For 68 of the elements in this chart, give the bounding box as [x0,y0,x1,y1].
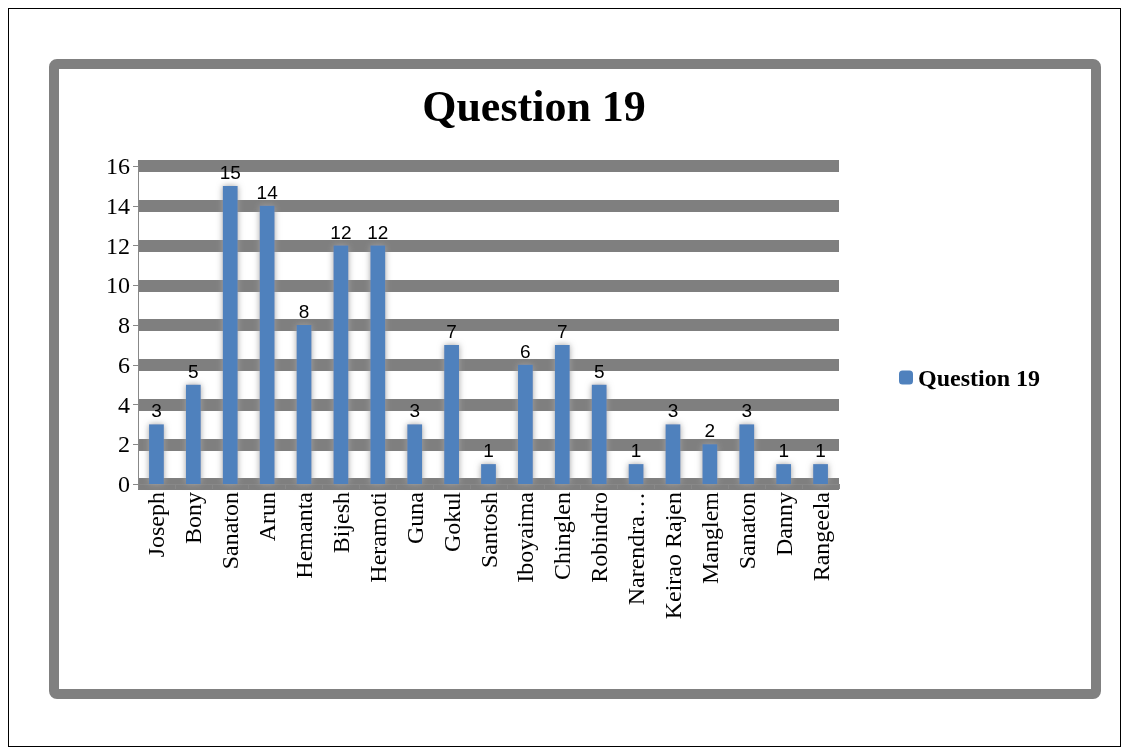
bar [702,444,718,484]
data-label: 1 [815,440,826,462]
legend-label: Question 19 [918,364,1041,391]
data-label: 6 [520,340,531,362]
data-label: 1 [630,440,642,462]
bar [665,424,681,484]
x-tick-label: Sanaton [217,492,244,570]
bar [554,344,570,484]
bar [813,464,828,484]
y-tick-label: 6 [118,351,130,378]
bar [776,464,792,484]
bar [444,344,459,484]
data-label: 5 [188,360,199,382]
y-tick-label: 4 [118,391,130,418]
bar [628,464,644,484]
data-label: 7 [557,320,568,342]
bar [222,185,238,484]
x-tick-label: Bony [180,492,207,545]
data-label: 3 [409,400,420,422]
x-tick-label: Joseph [143,492,170,558]
bar [185,384,201,484]
bar [149,424,164,484]
x-tick-label: Robindro [586,492,613,583]
bar [739,424,755,484]
data-label: 5 [593,360,605,382]
x-tick-label: Hemanta [291,491,318,579]
x-tick-label: Sanaton [733,492,760,570]
x-tick-label: Keirao Rajen [659,492,686,620]
x-tick-label: Manglem [696,491,723,584]
x-tick-label: Santosh [475,492,502,569]
chart-title: Question 19 [422,81,646,131]
x-tick-label: Rangeela [807,491,834,582]
x-tick-label: Guna [401,491,428,544]
data-label: 14 [256,181,279,203]
bar [481,464,496,484]
bar [296,325,312,484]
data-label: 3 [667,400,679,422]
bar [259,205,275,484]
x-tick-label: Gokul [438,491,465,552]
bar [591,384,607,484]
data-label: 2 [704,420,716,442]
x-tick-label: Arun [254,492,281,542]
data-label: 3 [151,400,162,422]
bar [407,424,423,484]
x-tick-label: Danny [770,492,797,556]
data-label: 12 [367,221,389,243]
y-tick-label: 14 [106,192,130,219]
x-tick-label: Bijesh [327,492,354,554]
data-label: 1 [483,440,494,462]
data-label: 15 [219,161,241,183]
bar [518,364,533,484]
x-tick-label: Heramoti [364,491,391,583]
data-label: 7 [446,320,457,342]
bar [370,245,386,484]
data-label: 12 [330,221,352,243]
x-tick-label: Chinglen [549,492,576,580]
y-tick-label: 16 [106,153,130,179]
data-label: 3 [741,400,753,422]
data-label: 8 [298,301,310,322]
y-tick-label: 0 [118,471,130,497]
x-tick-label: Narendra… [623,492,650,606]
y-tick-label: 12 [106,232,130,259]
y-tick-label: 10 [106,272,130,299]
y-tick-label: 8 [118,312,130,338]
x-tick-label: Iboyaima [512,491,539,583]
bar [333,245,349,484]
y-tick-label: 2 [118,431,130,458]
data-label: 1 [778,440,789,462]
